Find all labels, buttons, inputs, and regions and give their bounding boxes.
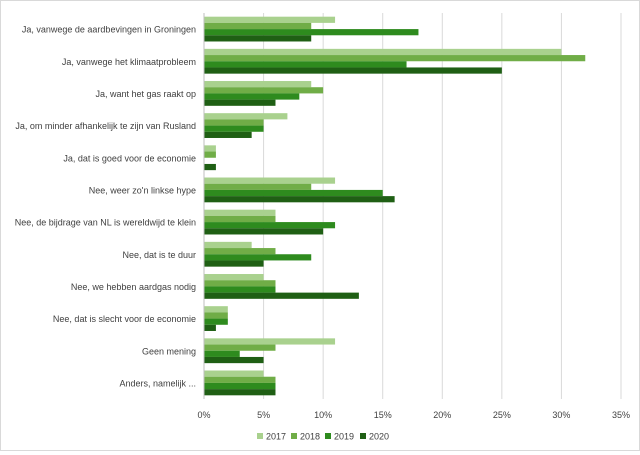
- x-tick-label: 35%: [612, 410, 630, 420]
- bar-2020: [204, 260, 264, 267]
- category-label: Ja, dat is goed voor de economie: [63, 153, 196, 163]
- bar-2019: [204, 222, 336, 229]
- category-label: Nee, weer zo'n linkse hype: [89, 185, 196, 195]
- category-label: Nee, de bijdrage van NL is wereldwijd te…: [15, 218, 196, 228]
- bar-2020: [204, 99, 276, 106]
- legend-label: 2019: [334, 432, 354, 442]
- x-tick-label: 20%: [433, 410, 451, 420]
- x-tick-labels: 0% 5% 10% 15% 20% 25% 30% 35%: [197, 410, 630, 420]
- bar-2017: [204, 16, 336, 23]
- bar-2018: [204, 87, 324, 94]
- legend-swatch-2020: [360, 433, 366, 439]
- bar-2017: [204, 48, 562, 56]
- bar-2020: [204, 131, 252, 138]
- gridlines: [203, 13, 622, 399]
- bar-2017: [204, 274, 264, 281]
- x-tick-label: 15%: [374, 410, 392, 420]
- bar-2020: [204, 292, 359, 299]
- bar-2017: [204, 177, 336, 184]
- bar-2018: [204, 22, 312, 30]
- bar-2018: [204, 55, 586, 62]
- legend-swatch-2017: [257, 433, 263, 439]
- bar-2017: [204, 306, 228, 313]
- bar-2017: [204, 145, 216, 152]
- bar-2018: [204, 215, 276, 223]
- bar-2020: [204, 67, 502, 74]
- bar-2020: [204, 163, 216, 171]
- bar-2019: [204, 125, 264, 132]
- legend-label: 2018: [300, 432, 320, 442]
- category-label: Ja, want het gas raakt op: [95, 89, 196, 99]
- category-label: Nee, dat is te duur: [122, 250, 196, 260]
- bar-2020: [204, 228, 324, 235]
- bar-2019: [204, 318, 228, 325]
- bar-2017: [204, 81, 312, 88]
- category-label: Ja, vanwege het klimaatprobleem: [62, 57, 196, 67]
- bar-2017: [204, 209, 276, 216]
- bars: [203, 13, 586, 399]
- x-tick-label: 30%: [552, 410, 570, 420]
- bar-2017: [204, 113, 288, 120]
- bar-2018: [204, 119, 264, 126]
- x-tick-label: 5%: [257, 410, 270, 420]
- bar-2019: [204, 382, 276, 390]
- category-label: Nee, we hebben aardgas nodig: [71, 282, 196, 292]
- bar-2020: [204, 196, 395, 203]
- bar-2019: [204, 61, 407, 68]
- category-label: Geen mening: [142, 346, 196, 356]
- bar-2020: [204, 324, 216, 331]
- legend-label: 2017: [266, 432, 286, 442]
- legend: 2017 2018 2019 2020: [257, 432, 389, 442]
- bar-2019: [204, 286, 276, 293]
- bar-2017: [204, 338, 336, 345]
- category-label: Ja, om minder afhankelijk te zijn van Ru…: [15, 121, 196, 131]
- category-label: Anders, namelijk ...: [119, 378, 196, 388]
- legend-label: 2020: [369, 432, 389, 442]
- bar-2019: [204, 93, 300, 100]
- bar-2018: [204, 183, 312, 190]
- bar-2020: [204, 35, 312, 42]
- bar-2018: [204, 151, 216, 158]
- x-tick-label: 0%: [197, 410, 210, 420]
- bar-2017: [204, 370, 264, 377]
- bar-2018: [204, 280, 276, 287]
- category-label: Nee, dat is slecht voor de economie: [53, 314, 196, 324]
- bar-2018: [204, 312, 228, 319]
- bar-2020: [204, 356, 264, 364]
- x-tick-label: 10%: [314, 410, 332, 420]
- bar-2019: [204, 189, 383, 197]
- bar-2019: [204, 254, 312, 261]
- bar-2019: [204, 350, 240, 357]
- category-labels: Ja, vanwege de aardbevingen in Groningen…: [15, 25, 196, 389]
- bar-2017: [204, 241, 252, 249]
- category-label: Ja, vanwege de aardbevingen in Groningen: [22, 25, 196, 35]
- legend-swatch-2019: [325, 433, 331, 439]
- x-tick-label: 25%: [493, 410, 511, 420]
- bar-2020: [204, 389, 276, 396]
- bar-2018: [204, 248, 276, 255]
- bar-2018: [204, 376, 276, 383]
- legend-swatch-2018: [291, 433, 297, 439]
- bar-2019: [204, 29, 419, 36]
- bar-2018: [204, 344, 276, 351]
